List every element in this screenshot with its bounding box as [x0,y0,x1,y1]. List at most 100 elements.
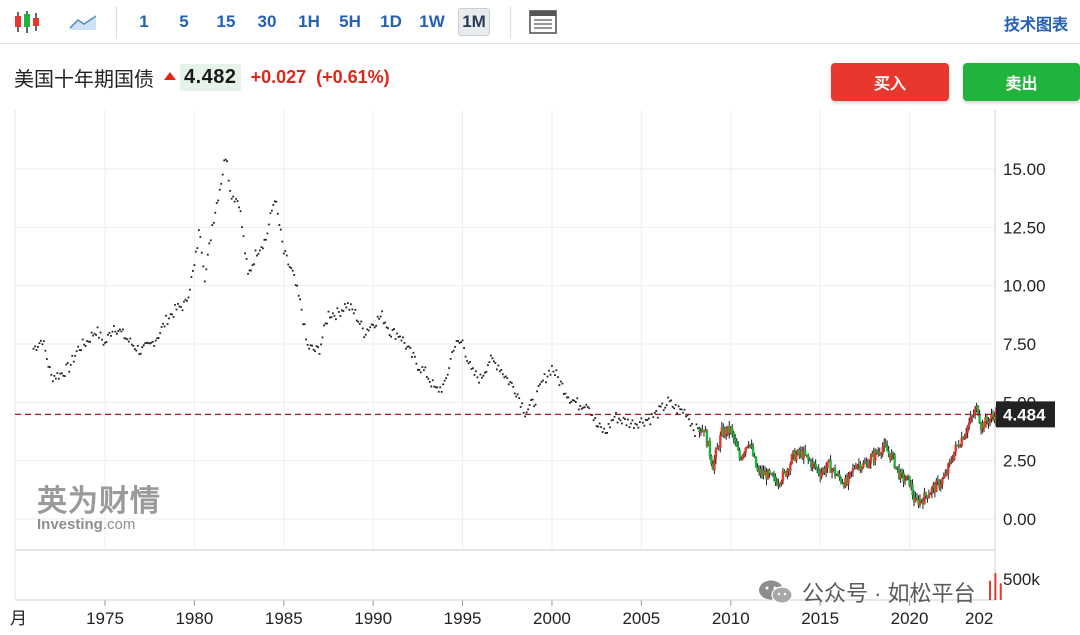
layout-icon[interactable] [526,6,560,38]
volume-bar [989,580,991,600]
price-point [670,399,673,402]
price-point [397,335,400,338]
volume-bar [999,583,1002,600]
candle-body [973,409,977,415]
candle-body [890,452,893,460]
candle-body [871,453,874,457]
interval-15[interactable]: 15 [216,12,236,31]
price-point [51,380,54,383]
price-point [601,431,604,433]
price-point [409,347,412,350]
price-point [628,426,631,429]
price-point [671,405,674,408]
volume-axis-label: 500k [1003,570,1040,589]
price-point [110,334,112,337]
price-point [630,422,632,425]
price-point [475,370,477,373]
candle-body [982,422,986,428]
price-point [488,361,491,364]
price-point [577,408,580,411]
price-point [95,334,97,336]
price-point [120,330,123,333]
candle-body [970,415,974,417]
sell-button[interactable]: 卖出 [963,63,1080,101]
price-point [467,362,470,365]
interval-1h[interactable]: 1H [298,12,320,31]
price-point [597,425,600,428]
price-point [60,372,63,375]
interval-5h[interactable]: 5H [339,12,361,31]
candle-body [734,438,737,442]
price-point [333,314,336,317]
candle-body [833,468,837,476]
price-point [479,373,482,376]
interval-1[interactable]: 1 [139,12,149,31]
candle-body [789,463,792,472]
price-point [418,369,421,371]
price-point [495,368,498,371]
price-point [449,357,452,360]
candle-body [781,471,785,482]
price-point [77,345,80,348]
interval-1w[interactable]: 1W [419,12,445,31]
candle-body [972,414,975,416]
interval-5[interactable]: 5 [179,12,189,31]
price-point [528,404,531,406]
interval-1m[interactable]: 1M [458,8,490,36]
price-point [473,374,476,376]
interval-1d[interactable]: 1D [380,12,402,31]
candle-body [948,461,951,464]
price-point [35,349,38,351]
price-point [270,209,273,212]
price-point [118,328,121,331]
price-point [533,405,535,408]
price-point [338,311,340,313]
price-point [132,344,135,347]
price-point [634,422,637,425]
candle-body [966,426,969,433]
price-point [583,406,586,409]
price-point [273,200,276,203]
price-point [345,306,348,309]
price-point [339,315,342,317]
quote-header: 美国十年期国债 4.482 +0.027 (+0.61%) [14,62,400,92]
price-point [691,422,693,425]
price-point [683,408,686,411]
price-point [235,197,238,200]
buy-button[interactable]: 买入 [831,63,949,101]
price-point [169,313,172,316]
candlestick-icon[interactable] [10,6,44,38]
price-point [93,332,96,335]
price-point [48,366,51,369]
candle-body [963,435,966,440]
price-point [153,345,156,347]
price-chart[interactable]: 15.0012.5010.007.505.002.500.00197519801… [0,110,1080,635]
price-point [151,340,154,343]
price-point [156,337,159,340]
price-point [355,319,358,322]
price-point [399,335,401,338]
price-point [357,320,360,323]
price-point [302,323,305,326]
price-point [330,316,333,319]
price-point [521,402,524,405]
price-point [562,393,565,395]
candle-body [765,471,768,480]
candle-body [908,475,911,487]
price-point [314,350,316,353]
technical-chart-link[interactable]: 技术图表 [1003,17,1068,34]
price-point [491,357,494,360]
price-point [86,340,89,343]
price-point [187,296,190,299]
price-point [625,424,628,427]
price-point [492,360,495,363]
area-chart-icon[interactable] [66,6,100,38]
price-point [689,424,692,427]
price-point [281,240,284,243]
interval-30[interactable]: 30 [257,12,277,31]
candle-body [808,458,811,461]
price-point [193,264,196,267]
candle-body [804,450,807,455]
price-point [419,371,422,374]
price-point [668,400,671,403]
